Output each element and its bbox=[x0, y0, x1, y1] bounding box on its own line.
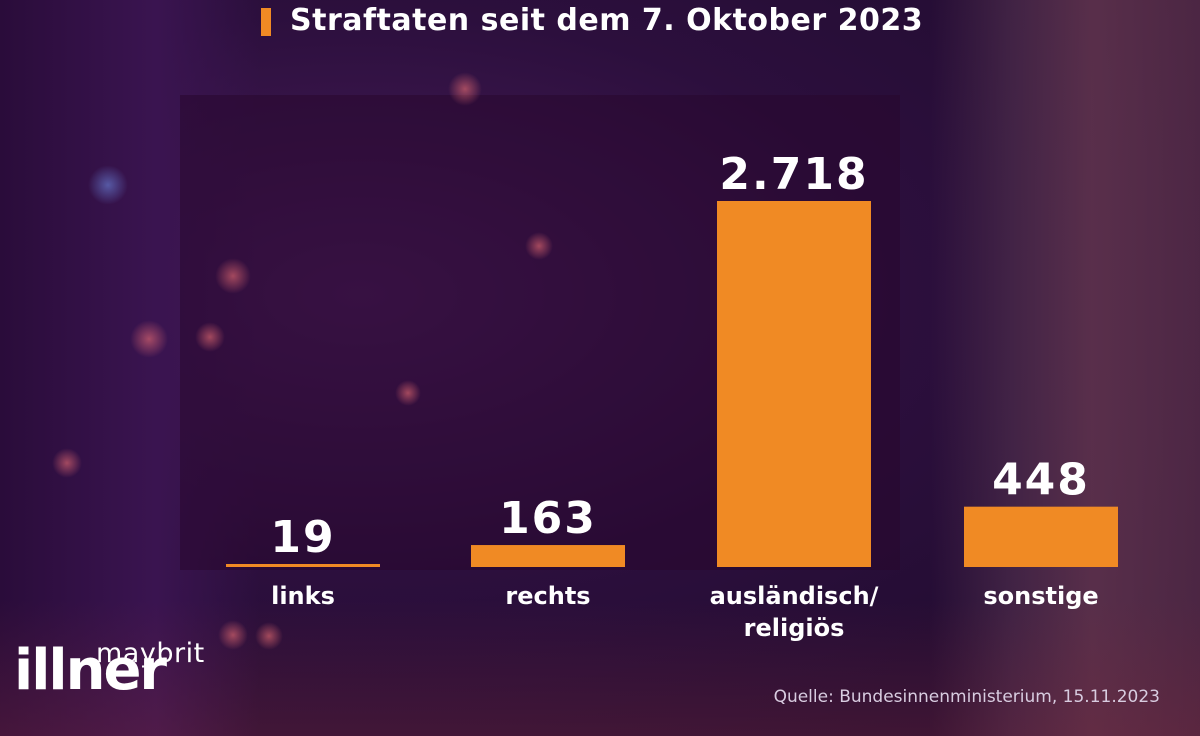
category-label-line: sonstige bbox=[983, 582, 1099, 610]
logo-illner: illner bbox=[14, 638, 167, 703]
category-label-line: ausländisch/ bbox=[709, 582, 879, 610]
title-accent-bar bbox=[261, 8, 271, 36]
source-note: Quelle: Bundesinnenministerium, 15.11.20… bbox=[773, 687, 1160, 707]
category-label-3: sonstige bbox=[926, 580, 1156, 612]
show-logo: illner maybrit bbox=[14, 630, 204, 720]
value-label-3: 448 bbox=[992, 455, 1090, 506]
bar-2 bbox=[717, 201, 871, 567]
category-label-2: ausländisch/religiös bbox=[679, 580, 909, 644]
value-label-2: 2.718 bbox=[719, 149, 868, 200]
value-label-0: 19 bbox=[270, 512, 335, 563]
value-label-1: 163 bbox=[499, 493, 597, 544]
chart-title: Straftaten seit dem 7. Oktober 2023 bbox=[290, 3, 924, 38]
bar-0 bbox=[226, 564, 380, 567]
bar-3 bbox=[964, 506, 1118, 567]
bar-1 bbox=[471, 545, 625, 567]
category-label-line: religiös bbox=[743, 614, 845, 642]
category-label-line: links bbox=[271, 582, 335, 610]
category-label-line: rechts bbox=[505, 582, 591, 610]
logo-maybrit: maybrit bbox=[96, 638, 205, 669]
category-label-0: links bbox=[188, 580, 418, 612]
category-label-1: rechts bbox=[433, 580, 663, 612]
